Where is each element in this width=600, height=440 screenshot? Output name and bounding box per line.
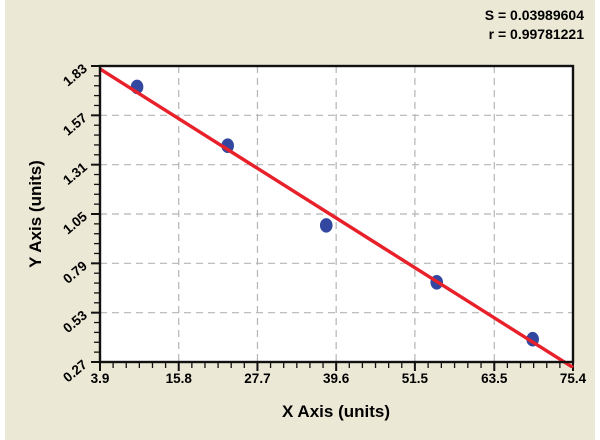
y-tick-label: 0.53 bbox=[60, 307, 90, 336]
y-tick-label: 0.79 bbox=[60, 258, 90, 286]
y-tick-label: 1.05 bbox=[60, 208, 90, 237]
stat-s-value: S = 0.03989604 bbox=[484, 7, 584, 23]
y-tick-label: 1.83 bbox=[60, 60, 90, 89]
x-tick-label: 51.5 bbox=[402, 371, 429, 386]
x-tick-label: 63.5 bbox=[481, 371, 508, 386]
x-axis-title: X Axis (units) bbox=[282, 402, 390, 421]
fit-statistics: S = 0.03989604 r = 0.99781221 bbox=[485, 6, 584, 44]
y-axis-title: Y Axis (units) bbox=[26, 160, 45, 268]
x-tick-label: 27.7 bbox=[244, 371, 270, 386]
y-tick-label: 0.27 bbox=[60, 357, 90, 385]
x-tick-label: 75.4 bbox=[560, 371, 587, 386]
plot-frame bbox=[98, 64, 575, 364]
stat-r-value: r = 0.99781221 bbox=[488, 26, 584, 42]
y-tick-label: 1.57 bbox=[60, 110, 90, 138]
axis-ticks bbox=[91, 65, 574, 371]
x-tick-label: 39.6 bbox=[323, 371, 350, 386]
x-tick-label: 15.8 bbox=[166, 371, 193, 386]
x-tick-label: 3.9 bbox=[91, 371, 110, 386]
data-point bbox=[319, 218, 333, 233]
gridlines bbox=[100, 66, 573, 362]
y-tick-label: 1.31 bbox=[60, 159, 90, 188]
regression-line bbox=[99, 67, 574, 368]
